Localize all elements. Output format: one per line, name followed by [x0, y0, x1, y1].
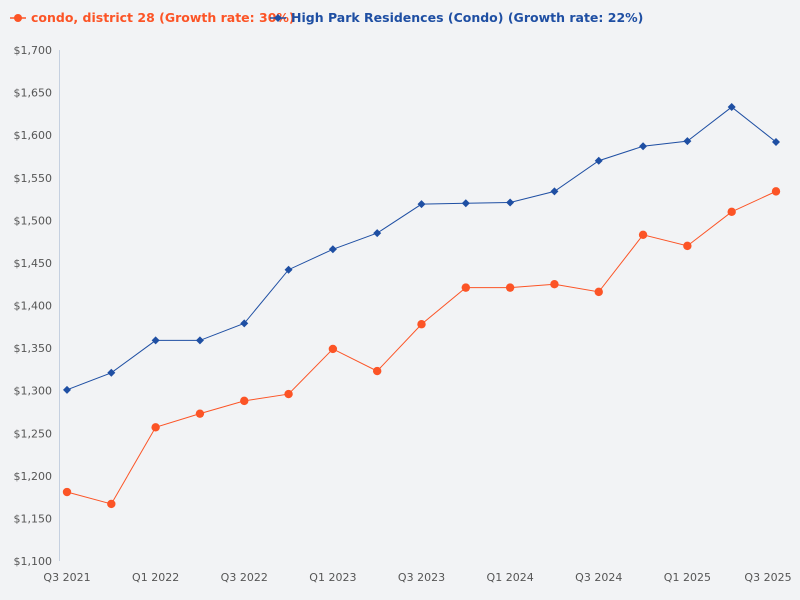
data-point[interactable]	[639, 142, 648, 151]
data-point[interactable]	[594, 156, 603, 165]
x-tick-label: Q1 2025	[664, 571, 711, 584]
data-point[interactable]	[195, 336, 204, 345]
data-point[interactable]	[107, 499, 116, 509]
data-point[interactable]	[63, 385, 71, 394]
data-point[interactable]	[550, 280, 559, 289]
legend: condo, district 28 (Growth rate: 30%) Hi…	[10, 10, 643, 25]
data-point[interactable]	[771, 187, 781, 196]
data-point[interactable]	[683, 241, 692, 251]
circle-marker-icon	[14, 14, 22, 22]
data-point[interactable]	[772, 137, 780, 146]
x-tick-label: Q3 2025	[744, 571, 791, 584]
y-tick-label: $1,550	[14, 172, 53, 185]
data-point[interactable]	[240, 319, 249, 328]
x-tick-label: Q1 2022	[132, 571, 179, 584]
y-tick-label: $1,200	[14, 470, 53, 483]
data-point[interactable]	[62, 487, 72, 497]
data-point[interactable]	[284, 389, 293, 399]
y-tick-label: $1,300	[14, 385, 53, 398]
y-tick-label: $1,500	[14, 214, 53, 227]
diamond-marker-icon	[274, 14, 282, 22]
data-point[interactable]	[550, 187, 559, 196]
data-point[interactable]	[328, 245, 337, 254]
data-point[interactable]	[594, 287, 603, 297]
x-tick-label: Q3 2023	[398, 571, 445, 584]
x-tick-label: Q3 2022	[221, 571, 268, 584]
x-tick-label: Q1 2023	[309, 571, 356, 584]
y-tick-label: $1,150	[14, 512, 53, 525]
data-point[interactable]	[417, 320, 426, 329]
data-point[interactable]	[372, 366, 382, 376]
x-tick-label: Q3 2021	[43, 571, 90, 584]
legend-label: High Park Residences (Condo) (Growth rat…	[291, 10, 643, 25]
data-point[interactable]	[373, 229, 382, 238]
data-point[interactable]	[727, 103, 736, 112]
series-0	[62, 187, 781, 509]
series-line	[66, 190, 777, 505]
series-1	[63, 103, 780, 394]
series-line	[66, 106, 777, 391]
data-point[interactable]	[461, 199, 470, 208]
x-tick-label: Q1 2024	[487, 571, 534, 584]
y-tick-label: $1,650	[14, 87, 53, 100]
y-tick-label: $1,350	[14, 342, 53, 355]
y-tick-label: $1,450	[14, 257, 53, 270]
data-point[interactable]	[683, 137, 692, 146]
data-point[interactable]	[638, 230, 648, 240]
data-point[interactable]	[505, 283, 515, 292]
y-tick-label: $1,250	[14, 427, 53, 440]
y-tick-label: $1,100	[14, 555, 53, 568]
data-point[interactable]	[328, 344, 338, 354]
data-point[interactable]	[195, 409, 205, 418]
legend-item-condo-district-28[interactable]: condo, district 28 (Growth rate: 30%)	[10, 10, 295, 25]
y-tick-label: $1,700	[14, 44, 53, 57]
legend-item-high-park-residences[interactable]: High Park Residences (Condo) (Growth rat…	[270, 10, 643, 25]
data-point[interactable]	[284, 265, 293, 274]
data-point[interactable]	[107, 368, 116, 377]
x-tick-label: Q3 2024	[575, 571, 622, 584]
legend-label: condo, district 28 (Growth rate: 30%)	[31, 10, 295, 25]
data-point[interactable]	[151, 336, 160, 345]
data-point[interactable]	[240, 396, 249, 406]
data-point[interactable]	[461, 283, 471, 292]
y-tick-label: $1,600	[14, 129, 53, 142]
data-point[interactable]	[417, 200, 426, 209]
y-tick-label: $1,400	[14, 300, 53, 313]
data-point[interactable]	[727, 207, 736, 217]
data-point[interactable]	[506, 198, 515, 207]
data-point[interactable]	[151, 423, 160, 432]
